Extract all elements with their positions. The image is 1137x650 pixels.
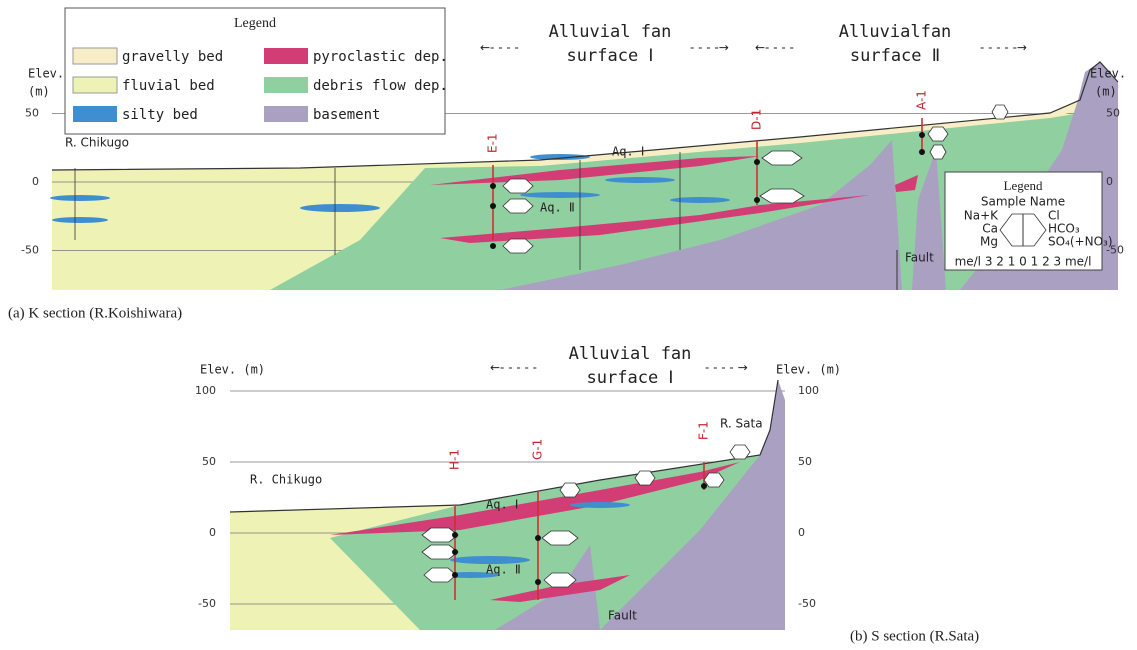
scale-label: me/l 3 2 1 0 1 2 3 me/l xyxy=(955,255,1092,269)
stiff-diagram xyxy=(930,145,946,159)
arrow: ←- - - - xyxy=(480,41,519,55)
sample-point xyxy=(490,243,496,249)
sample-point xyxy=(919,149,925,155)
k-section: Legend gravelly bed fluvial bed silty be… xyxy=(8,8,1126,321)
sample-point xyxy=(919,132,925,138)
aquifer-label: Aq. Ⅰ xyxy=(612,145,644,159)
arrow: - - - -→ xyxy=(690,41,729,55)
y-tick-label: 50 xyxy=(202,455,216,468)
well-label: H-1 xyxy=(448,449,462,470)
legend-swatch xyxy=(73,48,117,64)
surface-label: surface Ⅰ xyxy=(587,368,674,388)
sample-point xyxy=(754,197,760,203)
legend-swatch xyxy=(264,106,308,122)
fault-label: Fault xyxy=(905,251,934,265)
elev-label: Elev. xyxy=(28,67,64,81)
ion-label: SO₄(+NO₃) xyxy=(1048,235,1113,249)
sample-point xyxy=(452,572,458,578)
legend-label: pyroclastic dep. xyxy=(313,49,448,65)
legend-swatch xyxy=(73,77,117,93)
well-label: A-1 xyxy=(915,90,929,110)
y-tick-label: -50 xyxy=(21,244,39,257)
sample-point xyxy=(452,532,458,538)
river-label: R. Chikugo xyxy=(65,136,129,150)
sample-legend-title: Legend xyxy=(1004,178,1043,193)
y-tick-label: 0 xyxy=(798,526,805,539)
sample-point xyxy=(490,203,496,209)
surface-label: Alluvial fan xyxy=(569,344,692,364)
silty-lens xyxy=(52,217,108,223)
sample-legend-subtitle: Sample Name xyxy=(981,195,1065,209)
legend-label: fluvial bed xyxy=(122,78,215,94)
elev-label: Elev. xyxy=(1090,67,1126,81)
well-label: E-1 xyxy=(486,133,500,153)
river-label: R. Chikugo xyxy=(250,473,322,487)
legend-title: Legend xyxy=(234,16,276,31)
well-label: G-1 xyxy=(531,439,545,460)
elev-label: Elev. (m) xyxy=(200,363,265,377)
ion-label: Cl xyxy=(1048,209,1060,223)
y-tick-label: 0 xyxy=(1106,175,1113,188)
fault-label: Fault xyxy=(608,609,637,623)
sample-point xyxy=(490,183,496,189)
page: Legend gravelly bed fluvial bed silty be… xyxy=(0,0,1137,650)
surface-label: surface Ⅰ xyxy=(567,46,654,66)
ion-label: Na+K xyxy=(964,209,999,223)
silty-lens xyxy=(520,192,600,198)
legend-swatch xyxy=(73,106,117,122)
arrow: - - - - → xyxy=(705,361,748,375)
sample-point xyxy=(535,579,541,585)
legend-label: silty bed xyxy=(122,107,198,123)
river-label: R. Sata xyxy=(720,417,763,431)
legend-swatch xyxy=(264,48,308,64)
y-tick-label: 50 xyxy=(25,107,39,120)
legend-swatch xyxy=(264,77,308,93)
elev-label: (m) xyxy=(28,85,50,99)
sample-point xyxy=(535,535,541,541)
arrow: ←- - - - - xyxy=(490,361,537,375)
caption: (b) S section (R.Sata) xyxy=(850,628,979,644)
aquifer-label: Aq. Ⅱ xyxy=(540,201,575,215)
y-tick-label: -50 xyxy=(1106,244,1124,257)
well-label: F-1 xyxy=(697,421,711,440)
arrow: ←- - - - xyxy=(755,41,794,55)
aquifer-label: Aq. Ⅰ xyxy=(486,498,518,512)
silty-lens xyxy=(605,177,675,183)
elev-label: (m) xyxy=(1095,85,1117,99)
legend-label: basement xyxy=(313,107,380,123)
arrow: - - - - -→ xyxy=(980,41,1027,55)
y-tick-label: 50 xyxy=(798,455,812,468)
ion-label: Ca xyxy=(982,222,998,236)
s-section: ←- - - - - Alluvial fan surface Ⅰ - - - … xyxy=(195,344,979,644)
well-label: D-1 xyxy=(750,109,764,130)
stiff-diagram xyxy=(992,105,1008,119)
elev-label: Elev. (m) xyxy=(776,363,841,377)
y-tick-label: 100 xyxy=(195,384,216,397)
silty-lens xyxy=(530,154,590,160)
y-tick-label: 0 xyxy=(32,175,39,188)
y-tick-label: -50 xyxy=(798,597,816,610)
silty-lens xyxy=(570,502,630,508)
y-tick-label: 0 xyxy=(209,526,216,539)
surface-label: Alluvial fan xyxy=(549,22,672,42)
legend-label: gravelly bed xyxy=(122,49,223,65)
ion-label: HCO₃ xyxy=(1048,222,1080,236)
ion-label: Mg xyxy=(980,235,998,249)
y-tick-label: 100 xyxy=(798,384,819,397)
y-tick-label: -50 xyxy=(198,597,216,610)
silty-lens xyxy=(670,197,730,203)
sample-point xyxy=(701,483,707,489)
y-tick-label: 50 xyxy=(1106,107,1120,120)
surface-label: surface Ⅱ xyxy=(850,46,940,66)
caption: (a) K section (R.Koishiwara) xyxy=(8,305,182,321)
silty-lens xyxy=(50,195,110,201)
sample-point xyxy=(452,549,458,555)
surface-label: Alluvialfan xyxy=(839,22,952,42)
silty-lens xyxy=(300,204,380,212)
aquifer-label: Aq. Ⅱ xyxy=(486,563,521,577)
legend-label: debris flow dep. xyxy=(313,78,448,94)
sample-point xyxy=(754,159,760,165)
